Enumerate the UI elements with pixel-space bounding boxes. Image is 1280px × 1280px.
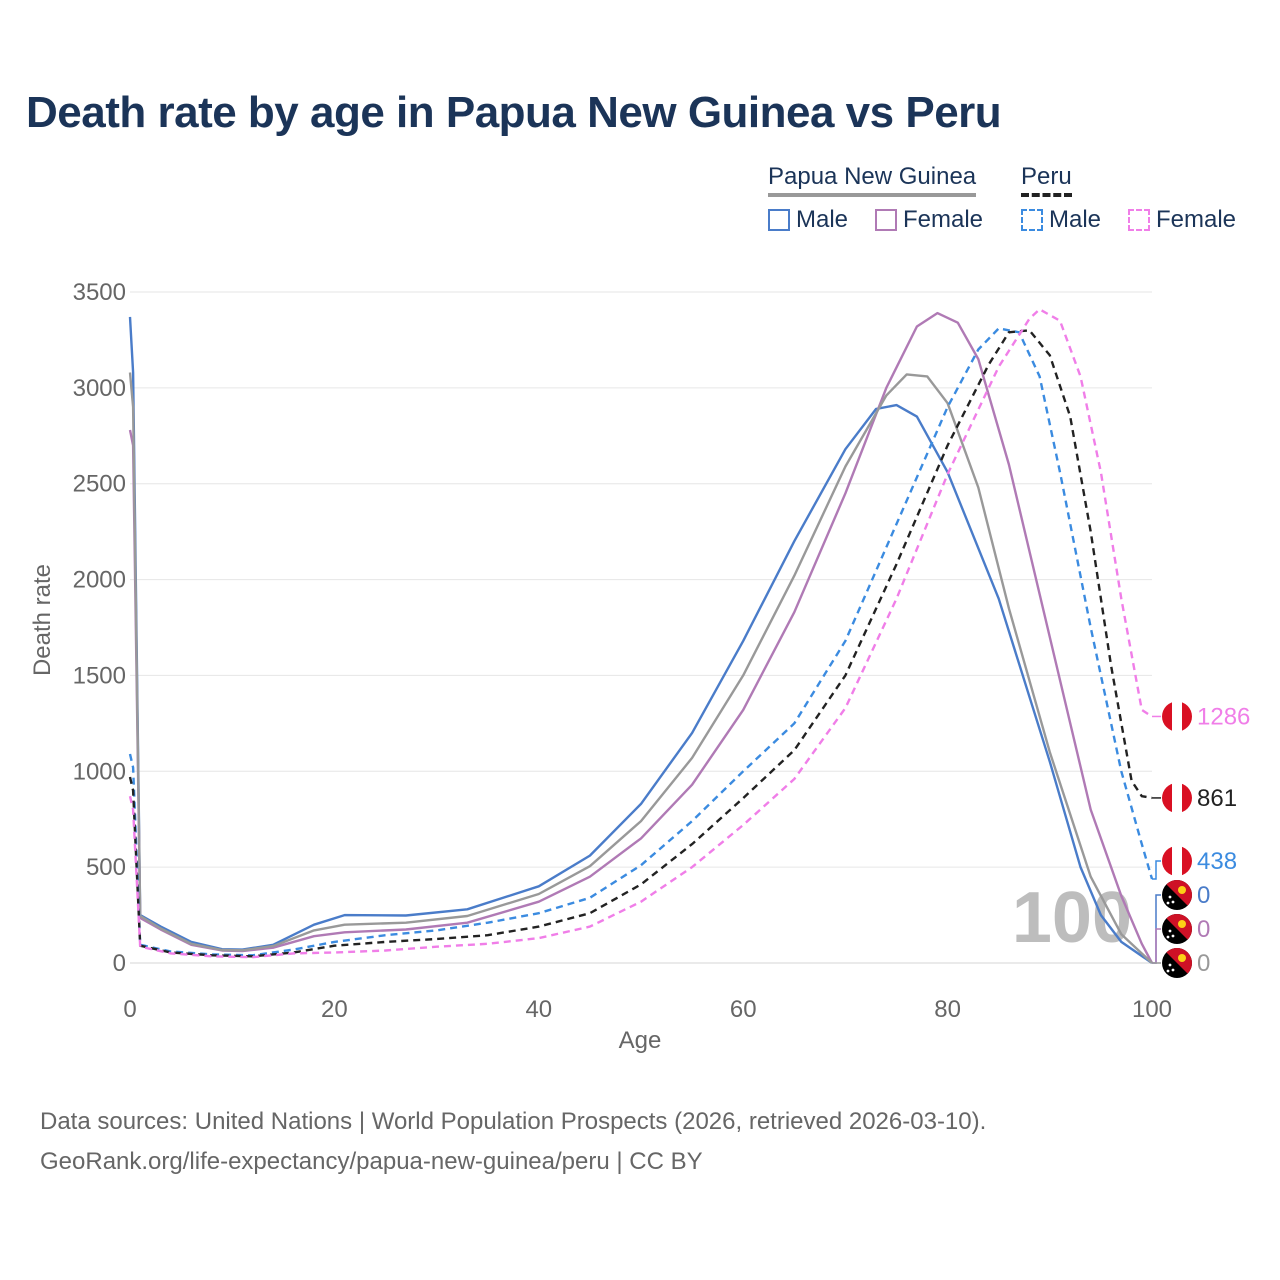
footer-link[interactable]: GeoRank.org/life-expectancy/papua-new-gu… <box>40 1148 703 1175</box>
legend-item-png-female[interactable]: Female <box>875 206 983 234</box>
y-tick-label: 3500 <box>73 279 126 306</box>
end-label-peru_male: 438 <box>1197 848 1237 875</box>
legend-item-peru-male[interactable]: Male <box>1021 206 1101 234</box>
y-tick-label: 2000 <box>73 567 126 594</box>
end-connector-peru_male <box>1152 860 1161 880</box>
legend-label-png-male: Male <box>796 206 849 233</box>
papua-new-guinea-flag-icon <box>1162 914 1192 944</box>
end-label-png_total: 0 <box>1197 950 1210 977</box>
legend-label-peru-male: Male <box>1049 206 1102 233</box>
grid-lines <box>130 291 1152 964</box>
y-tick-label: 2500 <box>73 471 126 498</box>
y-tick-label: 3000 <box>73 375 126 402</box>
end-label-peru_female: 1286 <box>1197 703 1250 730</box>
x-tick-label: 40 <box>525 996 552 1023</box>
legend-group-peru-label: Peru <box>1021 163 1072 190</box>
legend-swatch-peru-male <box>1021 209 1043 231</box>
chart-title: Death rate by age in Papua New Guinea vs… <box>26 88 1002 137</box>
y-tick-label: 0 <box>113 950 126 977</box>
peru-flag-icon <box>1162 782 1192 813</box>
end-label-peru_total: 861 <box>1197 785 1237 812</box>
x-tick-label: 0 <box>123 996 136 1023</box>
end-connector-png_female <box>1152 928 1161 964</box>
legend-item-png-male[interactable]: Male <box>768 206 848 234</box>
series-line-peru_total[interactable] <box>128 329 1153 958</box>
x-tick-label: 20 <box>321 996 348 1023</box>
end-label-png_male: 0 <box>1197 882 1210 909</box>
legend-swatch-png-female <box>875 209 897 231</box>
series-line-png_total[interactable] <box>128 372 1153 964</box>
series-line-png_male[interactable] <box>128 316 1153 964</box>
series-line-png_female[interactable] <box>128 311 1154 964</box>
x-tick-label: 100 <box>1132 996 1172 1023</box>
legend-item-peru-female[interactable]: Female <box>1128 206 1236 234</box>
y-tick-label: 500 <box>86 854 126 881</box>
y-axis-ticks: 0 500 1000 1500 2000 2500 3000 3500 <box>73 279 126 977</box>
y-axis-label: Death rate <box>29 564 56 676</box>
legend-group-peru[interactable]: Peru <box>1021 163 1072 197</box>
legend-group-png-underline <box>768 193 977 197</box>
end-label-png_female: 0 <box>1197 916 1210 943</box>
legend-label-png-female: Female <box>903 206 984 233</box>
legend-group-peru-underline <box>1021 193 1072 197</box>
legend-swatch-peru-female <box>1128 209 1150 231</box>
x-axis-label: Age <box>619 1027 662 1054</box>
papua-new-guinea-flag-icon <box>1162 948 1192 978</box>
legend-group-png[interactable]: Papua New Guinea <box>768 163 977 197</box>
series-lines <box>128 308 1154 964</box>
series-end-markers: 1286 861 438 0 0 0 <box>1152 701 1250 978</box>
legend-label-peru-female: Female <box>1156 206 1237 233</box>
x-tick-label: 80 <box>934 996 961 1023</box>
peru-flag-icon <box>1162 846 1192 876</box>
x-axis-ticks: 0 20 40 60 80 100 <box>123 996 1172 1023</box>
series-line-peru_female[interactable] <box>128 308 1153 959</box>
footer-sources: Data sources: United Nations | World Pop… <box>40 1108 987 1135</box>
peru-flag-icon <box>1162 701 1192 732</box>
legend-swatch-png-male <box>768 209 790 231</box>
legend-group-png-label: Papua New Guinea <box>768 163 977 190</box>
papua-new-guinea-flag-icon <box>1162 880 1192 910</box>
x-tick-label: 60 <box>730 996 757 1023</box>
series-line-peru_male[interactable] <box>128 327 1154 957</box>
y-tick-label: 1500 <box>73 662 126 689</box>
y-tick-label: 1000 <box>73 758 126 785</box>
